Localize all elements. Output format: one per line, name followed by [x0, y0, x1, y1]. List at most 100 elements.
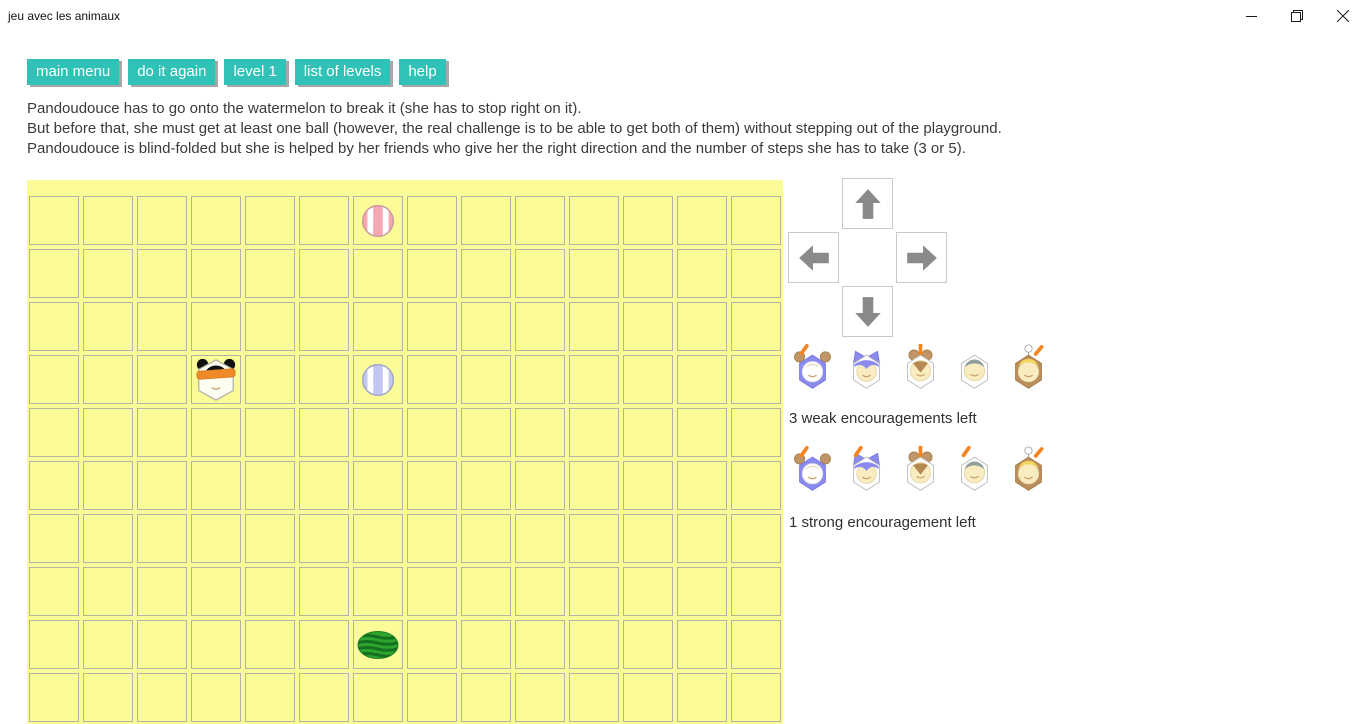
list-of-levels-button[interactable]: list of levels: [294, 59, 391, 85]
grid-cell: [731, 514, 781, 563]
friend-icon-plain-weak[interactable]: [954, 344, 995, 392]
arrow-right-icon: [904, 240, 940, 276]
grid-cell: [623, 514, 673, 563]
grid-cell: [353, 302, 403, 351]
grid-cell: [515, 620, 565, 669]
grid-cell: [623, 249, 673, 298]
grid-cell: [137, 567, 187, 616]
grid-cell: [29, 249, 79, 298]
grid-cell: [191, 408, 241, 457]
grid-cell: [515, 302, 565, 351]
grid-cell: [245, 408, 295, 457]
close-button[interactable]: [1320, 0, 1366, 32]
grid-cell: [569, 196, 619, 245]
grid-cell: [299, 620, 349, 669]
grid-cell: [245, 249, 295, 298]
friend-icon-cat-strong[interactable]: [846, 446, 887, 494]
arrow-right-button[interactable]: [896, 232, 947, 283]
grid-cell: [731, 355, 781, 404]
weak-friends-row: [792, 344, 1049, 392]
grid-cell: [83, 567, 133, 616]
grid-cell: [515, 196, 565, 245]
piece-ball-blue: [353, 355, 403, 404]
grid-cell: [407, 355, 457, 404]
friend-icon-bear-strong[interactable]: [792, 446, 833, 494]
grid-cell: [83, 196, 133, 245]
grid-cell: [299, 461, 349, 510]
friend-icon-bear-weak[interactable]: [792, 344, 833, 392]
grid-cell: [623, 302, 673, 351]
grid-cell: [137, 514, 187, 563]
grid-cell: [299, 249, 349, 298]
grid-cell: [83, 620, 133, 669]
friend-icon-blonde-strong[interactable]: [1008, 446, 1049, 494]
grid-cell: [137, 355, 187, 404]
grid-cell: [623, 567, 673, 616]
arrow-left-button[interactable]: [788, 232, 839, 283]
grid-cell: [245, 673, 295, 722]
do-it-again-button[interactable]: do it again: [128, 59, 216, 85]
level-1-button[interactable]: level 1: [224, 59, 286, 85]
friend-icon-blonde-weak[interactable]: [1008, 344, 1049, 392]
window-title: jeu avec les animaux: [8, 9, 121, 23]
grid-cell: [461, 302, 511, 351]
grid-cell: [407, 196, 457, 245]
friend-icon-cat-weak[interactable]: [846, 344, 887, 392]
restore-icon: [1291, 10, 1303, 22]
grid-cell: [29, 461, 79, 510]
grid-cell: [461, 514, 511, 563]
minimize-button[interactable]: [1228, 0, 1274, 32]
grid-cell: [245, 302, 295, 351]
help-button[interactable]: help: [399, 59, 446, 85]
grid-cell: [461, 461, 511, 510]
friend-icon-mouse-weak[interactable]: [900, 344, 941, 392]
playground-grid: [29, 196, 781, 722]
instructions: Pandoudouce has to go onto the watermelo…: [27, 99, 1002, 159]
title-bar: jeu avec les animaux: [0, 0, 1366, 32]
grid-cell: [731, 567, 781, 616]
grid-cell: [515, 673, 565, 722]
grid-cell: [461, 408, 511, 457]
grid-cell: [461, 355, 511, 404]
grid-cell: [137, 249, 187, 298]
grid-cell: [245, 620, 295, 669]
arrow-down-button[interactable]: [842, 286, 893, 337]
grid-cell: [623, 461, 673, 510]
grid-cell: [137, 196, 187, 245]
arrow-left-icon: [796, 240, 832, 276]
grid-cell: [353, 620, 403, 669]
arrow-up-button[interactable]: [842, 178, 893, 229]
grid-cell: [191, 567, 241, 616]
friend-icon-mouse-strong[interactable]: [900, 446, 941, 494]
grid-cell: [137, 302, 187, 351]
grid-cell: [83, 355, 133, 404]
grid-cell: [191, 461, 241, 510]
main-menu-button[interactable]: main menu: [27, 59, 120, 85]
grid-cell: [29, 514, 79, 563]
grid-cell: [677, 355, 727, 404]
grid-cell: [137, 461, 187, 510]
grid-cell: [569, 408, 619, 457]
grid-cell: [569, 302, 619, 351]
grid-cell: [191, 302, 241, 351]
grid-cell: [677, 673, 727, 722]
grid-cell: [191, 355, 241, 404]
grid-cell: [407, 673, 457, 722]
grid-cell: [245, 567, 295, 616]
friend-icon-plain-strong[interactable]: [954, 446, 995, 494]
grid-cell: [515, 567, 565, 616]
restore-button[interactable]: [1274, 0, 1320, 32]
strong-encouragement-label: 1 strong encouragement left: [789, 514, 976, 531]
grid-cell: [83, 673, 133, 722]
grid-cell: [731, 461, 781, 510]
grid-cell: [29, 620, 79, 669]
grid-cell: [515, 408, 565, 457]
grid-cell: [299, 567, 349, 616]
grid-cell: [623, 673, 673, 722]
grid-cell: [29, 355, 79, 404]
grid-cell: [353, 567, 403, 616]
grid-cell: [461, 196, 511, 245]
instruction-line: Pandoudouce is blind-folded but she is h…: [27, 140, 966, 157]
grid-cell: [29, 302, 79, 351]
playground: [27, 180, 783, 724]
